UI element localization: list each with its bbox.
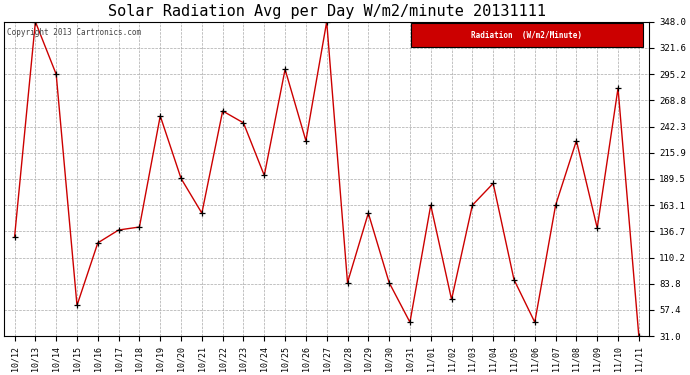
Title: Solar Radiation Avg per Day W/m2/minute 20131111: Solar Radiation Avg per Day W/m2/minute … xyxy=(108,4,546,19)
Text: Radiation  (W/m2/Minute): Radiation (W/m2/Minute) xyxy=(471,31,582,40)
Text: Copyright 2013 Cartronics.com: Copyright 2013 Cartronics.com xyxy=(8,28,141,37)
FancyBboxPatch shape xyxy=(411,23,643,47)
